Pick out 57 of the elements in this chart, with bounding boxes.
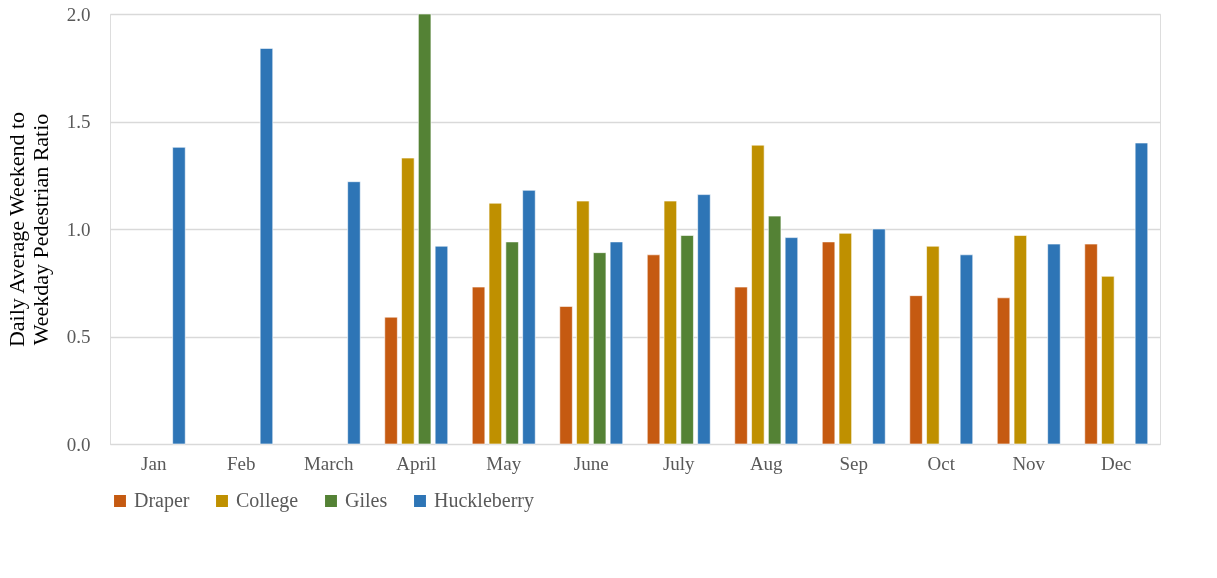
bar [697, 194, 711, 445]
bar [996, 297, 1011, 445]
x-tick-label: May [486, 452, 522, 474]
x-tick-label: July [662, 452, 696, 474]
y-axis-title: Daily Average Weekend to Weekday Pedestrian Ratio [3, 111, 53, 348]
bar [434, 245, 449, 445]
bar [926, 245, 940, 445]
x-tick-label: Oct [927, 452, 956, 474]
x-tick-label: Sep [839, 452, 868, 474]
bar [559, 306, 573, 445]
bar [872, 228, 886, 445]
bar [401, 157, 415, 445]
bar [680, 235, 694, 445]
bar [609, 241, 624, 445]
x-tick-label: Feb [227, 452, 256, 474]
x-tick-label: Aug [749, 452, 784, 474]
bar [384, 316, 398, 445]
x-tick-label: April [396, 452, 437, 474]
y-tick-label: 0.5 [66, 326, 91, 347]
x-tick-label: June [573, 452, 609, 474]
bar [259, 48, 274, 445]
bar [909, 295, 923, 445]
legend-label: Giles [345, 489, 388, 511]
bar [471, 286, 486, 445]
bar [663, 200, 677, 445]
bar [522, 190, 536, 445]
bar [488, 202, 502, 445]
bar [821, 241, 836, 445]
bar [505, 241, 519, 445]
bar [418, 13, 432, 445]
bar [784, 237, 799, 445]
x-tick-label: Jan [141, 452, 167, 474]
bar [734, 286, 748, 445]
bar [1101, 276, 1115, 445]
y-tick-label: 0.0 [66, 433, 91, 455]
bar [172, 147, 186, 445]
y-tick-label: 2.0 [66, 3, 91, 25]
bar [576, 200, 590, 445]
x-tick-label: Nov [1012, 452, 1046, 474]
x-tick-label: March [303, 452, 355, 474]
bar [768, 215, 782, 445]
bar [646, 254, 661, 445]
bar [347, 181, 361, 445]
legend-label: College [236, 489, 299, 512]
bar [593, 252, 607, 445]
legend-label: Huckleberry [434, 489, 534, 512]
bar [1084, 243, 1098, 445]
y-tick-label: 1.5 [66, 111, 91, 132]
bar [1047, 243, 1061, 445]
y-tick-label: 1.0 [66, 218, 91, 240]
bar [959, 254, 974, 445]
x-tick-label: Dec [1100, 452, 1132, 474]
bar [1013, 235, 1027, 445]
bar [838, 233, 852, 445]
bar [1134, 142, 1149, 445]
bar [751, 144, 765, 445]
legend-label: Draper [134, 489, 190, 512]
